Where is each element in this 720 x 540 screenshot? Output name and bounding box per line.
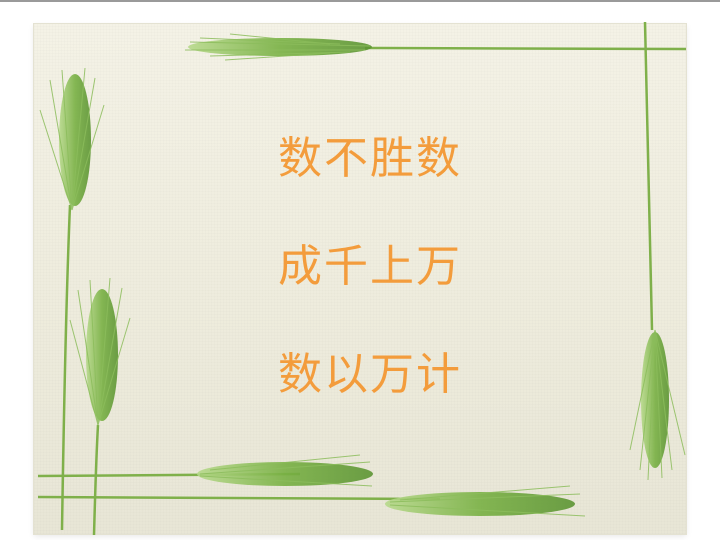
wheat-stalk-bottom: [37, 454, 586, 517]
wheat-stalk-left-lower: [69, 277, 131, 536]
phrase-2: 成千上万: [278, 241, 462, 292]
slide-top-border: [0, 0, 720, 2]
wheat-stalk-left-upper: [39, 67, 105, 531]
wheat-stalk-right: [629, 21, 686, 481]
phrase-list: 数不胜数 成千上万 数以万计: [200, 105, 540, 429]
phrase-3: 数以万计: [278, 349, 462, 400]
canvas-background: [34, 24, 686, 534]
phrase-1: 数不胜数: [278, 133, 462, 184]
wheat-stalk-top: [185, 33, 687, 61]
